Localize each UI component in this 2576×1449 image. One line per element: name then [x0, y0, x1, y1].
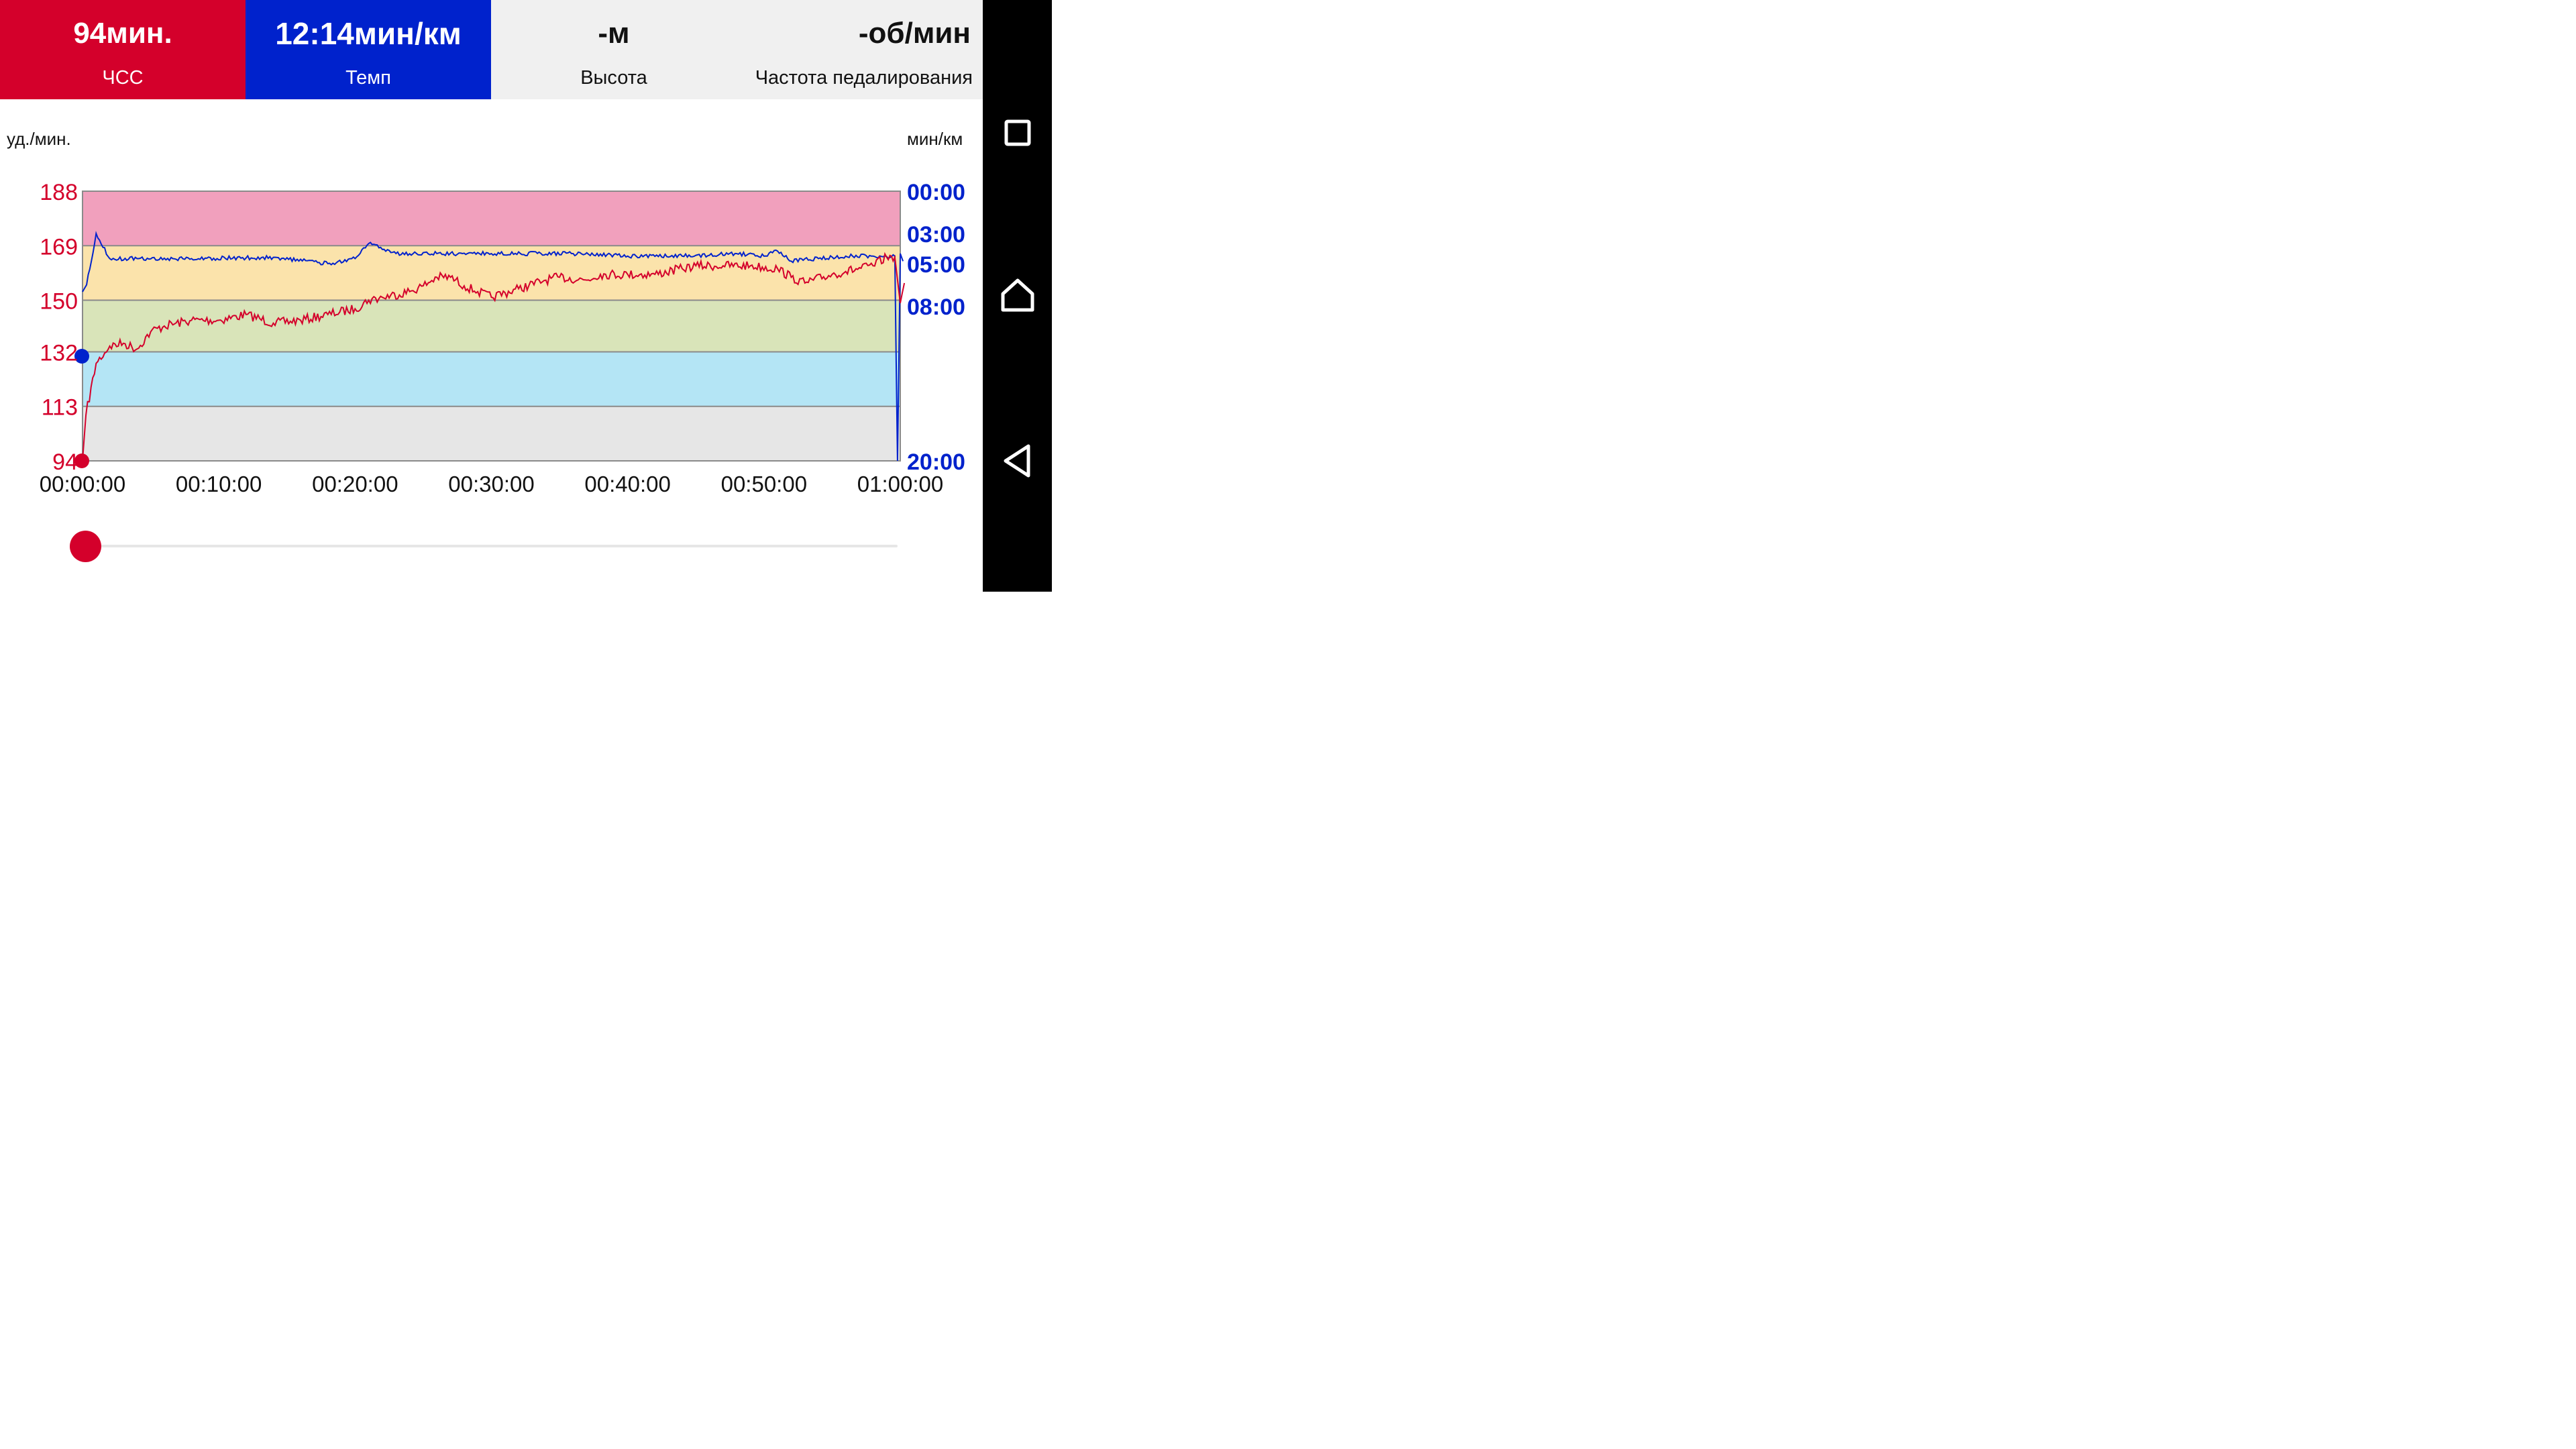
left-tick-label: 169: [40, 234, 78, 260]
left-tick-label: 188: [40, 180, 78, 205]
x-tick-label: 00:20:00: [312, 472, 398, 496]
x-tick-label: 01:00:00: [857, 472, 943, 496]
right-tick-label: 05:00: [907, 252, 965, 278]
home-icon[interactable]: [998, 275, 1038, 315]
x-tick-label: 00:50:00: [721, 472, 807, 496]
cadence-value: -об/мин: [858, 17, 971, 50]
hr-zone-band: [83, 406, 900, 461]
pace-series-line: [82, 231, 904, 462]
workout-chart[interactable]: 188 169 150 132 113 94 00:00 03:00 05:00 08:00 20…: [0, 161, 983, 510]
heart-rate-label: ЧСС: [102, 67, 144, 89]
back-icon[interactable]: [998, 441, 1038, 481]
x-tick-label: 00:40:00: [584, 472, 670, 496]
right-tick-label: 20:00: [907, 449, 965, 475]
heart-rate-tile[interactable]: 94мин. ЧСС: [0, 0, 246, 99]
left-tick-label: 94: [52, 449, 78, 475]
system-navigation-bar: [983, 0, 1052, 592]
altitude-tile[interactable]: -м Высота: [491, 0, 737, 99]
recents-icon[interactable]: [998, 113, 1038, 153]
pace-label: Темп: [345, 67, 391, 89]
right-tick-label: 08:00: [907, 294, 965, 320]
heart-rate-series-line: [82, 252, 906, 462]
right-tick-label: 00:00: [907, 180, 965, 205]
timeline-slider-track[interactable]: [85, 545, 898, 547]
hr-zone-band: [83, 191, 900, 246]
altitude-label: Высота: [580, 67, 647, 89]
pace-value: 12:14мин/км: [275, 16, 462, 51]
timeline-slider-thumb[interactable]: [70, 531, 101, 562]
pace-marker[interactable]: [74, 349, 89, 364]
x-tick-label: 00:10:00: [176, 472, 262, 496]
x-tick-label: 00:00:00: [40, 472, 125, 496]
heart-rate-value: 94мин.: [73, 17, 172, 50]
hr-zone-band: [83, 300, 900, 352]
hr-zone-band: [83, 352, 900, 407]
x-tick-label: 00:30:00: [448, 472, 534, 496]
heart-rate-marker[interactable]: [74, 453, 89, 468]
right-axis-unit: мин/км: [907, 129, 963, 149]
pace-tile[interactable]: 12:14мин/км Темп: [246, 0, 491, 99]
left-tick-label: 132: [40, 340, 78, 366]
left-tick-label: 113: [42, 395, 78, 421]
cadence-label: Частота педалирования: [755, 67, 973, 89]
left-tick-label: 150: [40, 289, 78, 315]
right-tick-label: 03:00: [907, 222, 965, 248]
cadence-tile[interactable]: -об/мин Частота педалирования: [737, 0, 983, 99]
left-axis-unit: уд./мин.: [7, 129, 71, 149]
plot-frame: [82, 191, 901, 462]
hr-zone-band: [83, 246, 900, 301]
altitude-value: -м: [598, 17, 630, 50]
